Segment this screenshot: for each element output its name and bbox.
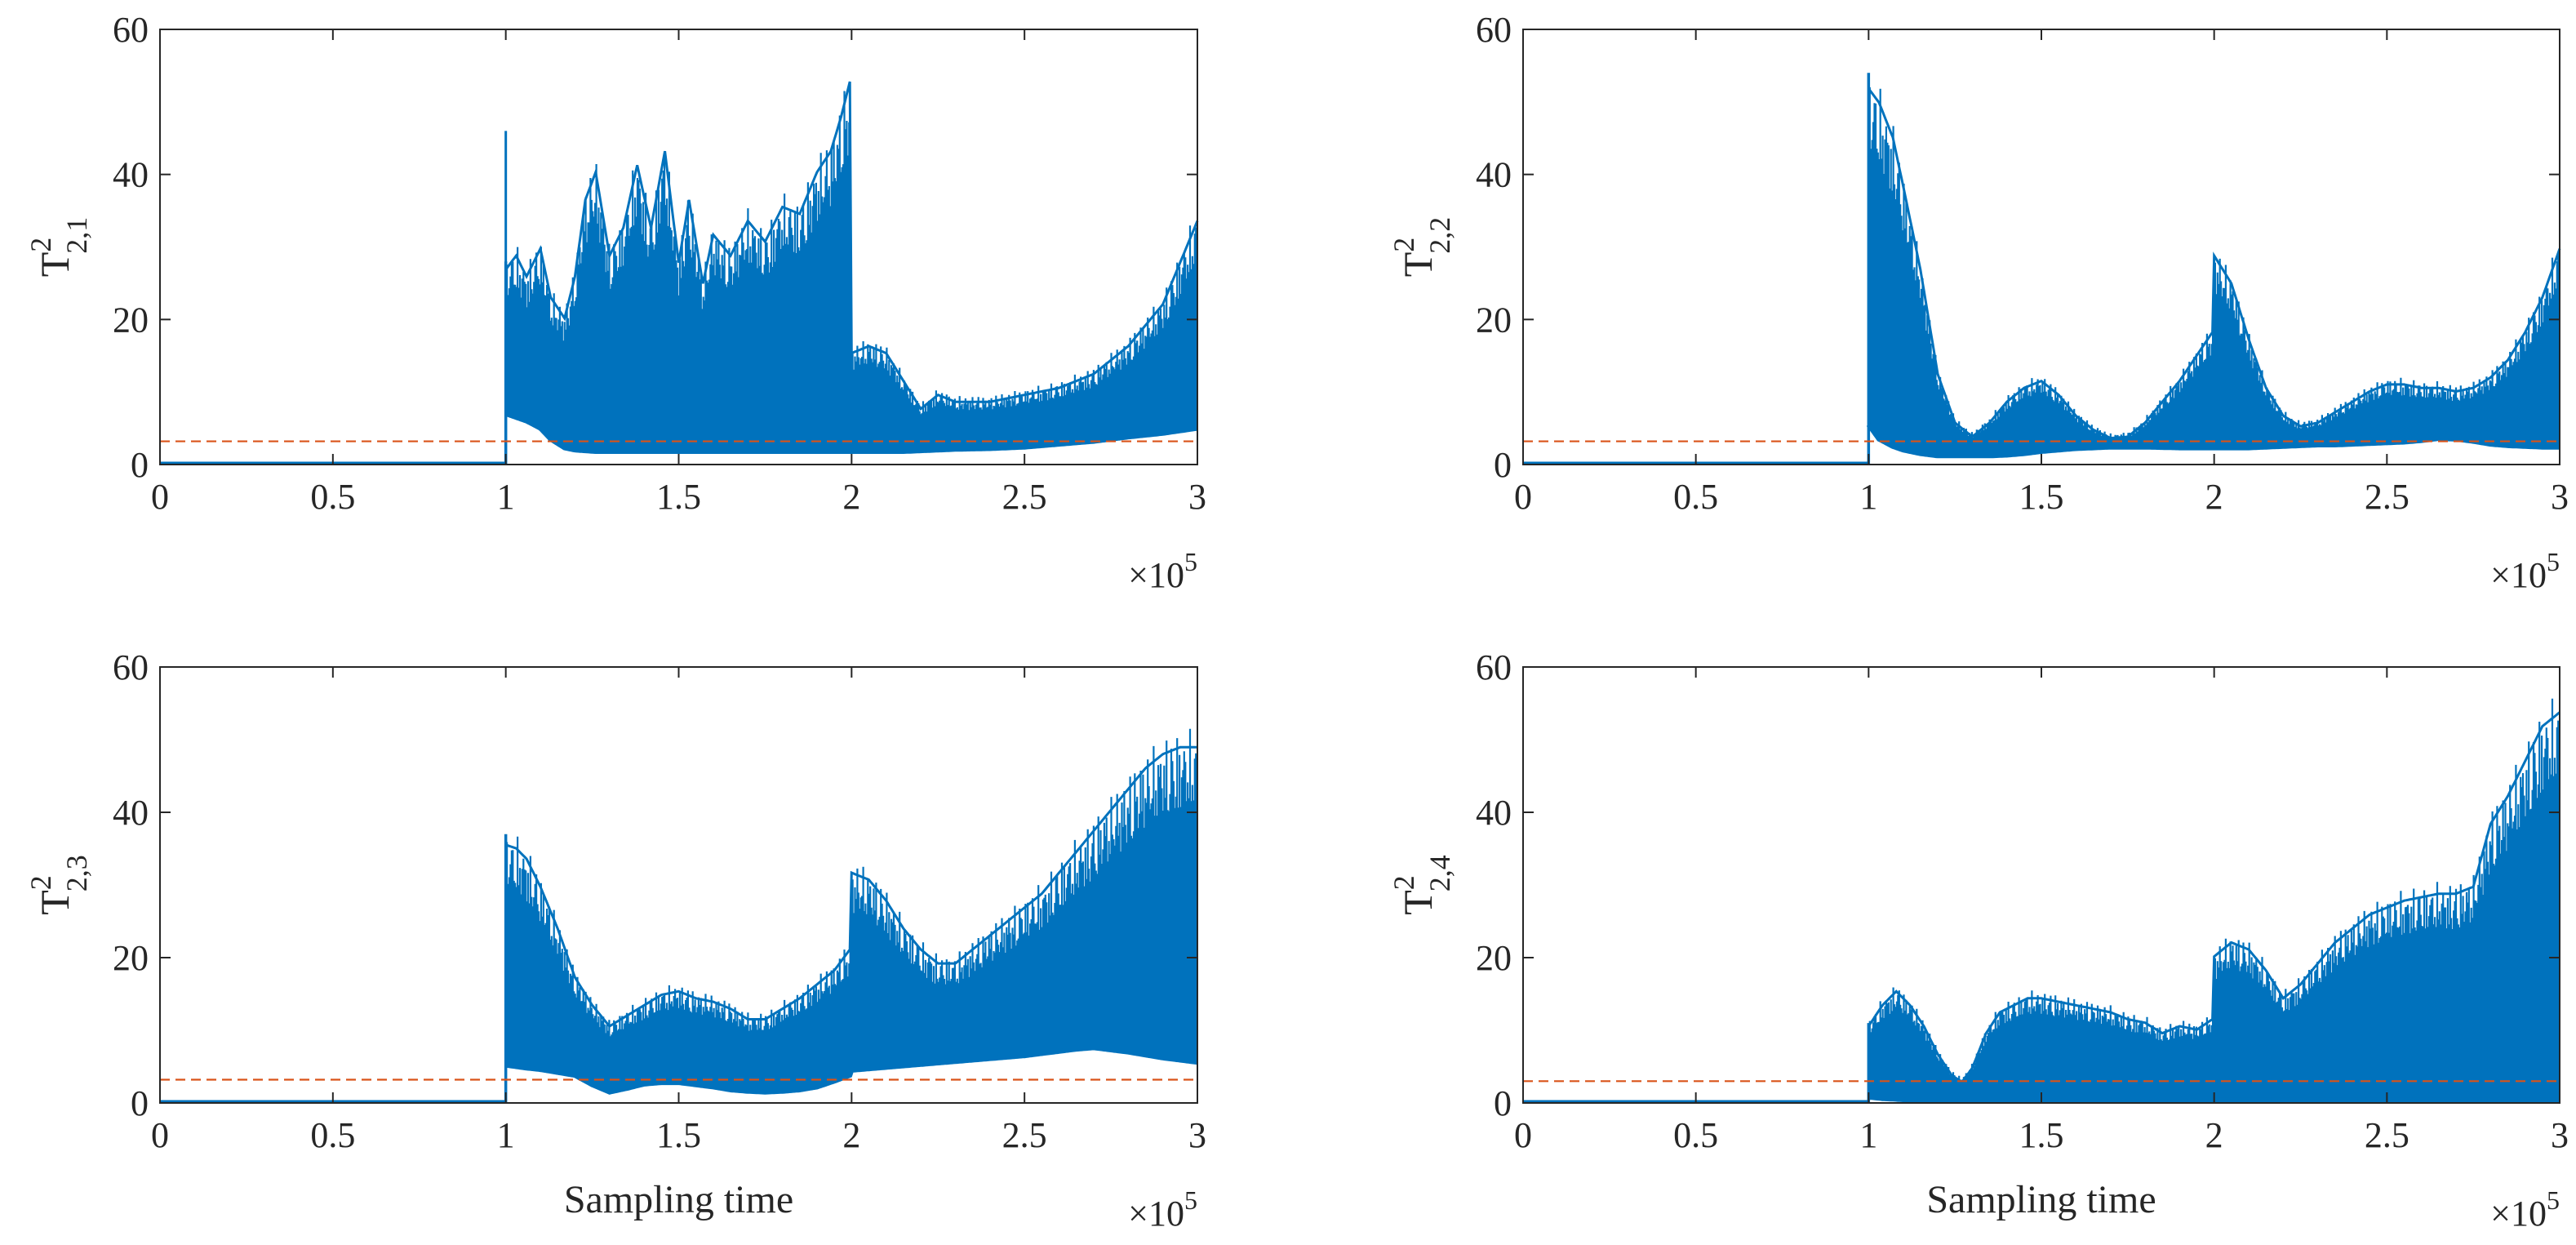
series-lower-envelope (505, 1045, 1198, 1095)
series-lower-envelope (504, 411, 1198, 454)
y-axis-label-main: T (1395, 252, 1441, 278)
plot-area (160, 81, 1199, 465)
x-tick-label: 2 (842, 477, 860, 517)
x-tick-label: 2.5 (2365, 1115, 2409, 1155)
y-axis-label-subscript: 2,4 (1423, 855, 1456, 892)
y-axis-label: T2 2,3 (24, 855, 93, 915)
x-tick-label: 1.5 (656, 477, 701, 517)
x-tick-label: 0.5 (1673, 1115, 1718, 1155)
x-tick-label: 1.5 (656, 1115, 701, 1155)
x-tick-label: 3 (2551, 477, 2569, 517)
x-tick-label: 2 (2205, 1115, 2223, 1155)
series-upper-envelope (1868, 711, 2560, 1084)
x-tick-label: 0.5 (310, 477, 355, 517)
x-multiplier-label: ×105 (2490, 547, 2560, 595)
y-tick-label: 20 (113, 300, 149, 340)
x-multiplier-label: ×105 (2490, 1185, 2560, 1234)
x-multiplier-base: ×10 (1128, 1194, 1184, 1234)
y-tick-label: 60 (1476, 647, 1512, 687)
plot-area (1523, 73, 2561, 465)
y-axis-label-superscript: 2 (24, 238, 57, 252)
plot-area (160, 728, 1198, 1104)
y-tick-label: 60 (1476, 10, 1512, 50)
x-tick-label: 2.5 (1002, 1115, 1047, 1155)
y-axis-label-subscript: 2,1 (60, 217, 93, 254)
x-multiplier-exponent: 5 (1184, 547, 1197, 576)
x-tick-label: 1 (497, 477, 515, 517)
x-multiplier-exponent: 5 (2547, 1185, 2560, 1215)
x-tick-label: 1.5 (2019, 477, 2064, 517)
x-multiplier-label: ×105 (1128, 547, 1197, 595)
plot-area (1523, 698, 2560, 1104)
series-upper-envelope (1868, 87, 2561, 440)
series-oscillation-band (1868, 698, 2560, 1101)
x-tick-label: 0 (151, 477, 169, 517)
x-tick-label: 0.5 (310, 1115, 355, 1155)
x-tick-label: 2 (2205, 477, 2223, 517)
x-multiplier-exponent: 5 (1184, 1185, 1197, 1215)
y-axis-label-main: T (32, 252, 78, 278)
x-multiplier-exponent: 5 (2547, 547, 2560, 576)
y-axis-label-main: T (1395, 890, 1441, 915)
y-tick-label: 0 (131, 445, 149, 485)
y-axis-label: T2 2,1 (24, 217, 93, 278)
y-tick-label: 40 (1476, 155, 1512, 195)
y-tick-label: 20 (1476, 938, 1512, 978)
x-tick-label: 3 (1188, 477, 1206, 517)
x-tick-label: 0 (1514, 1115, 1532, 1155)
y-tick-label: 20 (1476, 300, 1512, 340)
x-tick-label: 2.5 (2365, 477, 2409, 517)
x-multiplier-base: ×10 (2490, 555, 2547, 595)
y-tick-label: 0 (1494, 445, 1512, 485)
y-axis-label-superscript: 2 (1388, 238, 1420, 252)
y-tick-label: 0 (1494, 1083, 1512, 1123)
y-axis-label-subscript: 2,2 (1423, 217, 1456, 254)
y-axis-label-main: T (32, 890, 78, 915)
y-tick-label: 60 (113, 647, 149, 687)
x-tick-label: 1 (1859, 1115, 1877, 1155)
x-tick-label: 3 (1188, 1115, 1206, 1155)
x-multiplier-base: ×10 (2490, 1194, 2547, 1234)
y-axis-label: T2 2,2 (1388, 217, 1456, 278)
x-multiplier-label: ×105 (1128, 1185, 1197, 1234)
y-axis-label-superscript: 2 (1388, 875, 1420, 890)
y-tick-label: 40 (113, 793, 149, 833)
x-axis-label: Sampling time (1926, 1178, 2156, 1221)
x-multiplier-base: ×10 (1128, 555, 1184, 595)
series-upper-envelope (505, 745, 1197, 1028)
y-tick-label: 0 (131, 1083, 149, 1123)
x-tick-label: 1 (1859, 477, 1877, 517)
x-axis-label: Sampling time (564, 1178, 793, 1221)
x-tick-label: 0 (151, 1115, 169, 1155)
x-tick-label: 0 (1514, 477, 1532, 517)
x-tick-label: 0.5 (1673, 477, 1718, 517)
x-tick-label: 2.5 (1002, 477, 1047, 517)
y-axis-label-subscript: 2,3 (60, 855, 93, 892)
x-tick-label: 1 (497, 1115, 515, 1155)
series-lower-envelope (1866, 423, 2560, 459)
y-tick-label: 20 (113, 938, 149, 978)
y-tick-label: 40 (1476, 793, 1512, 833)
series-upper-envelope (504, 81, 1199, 411)
y-tick-label: 40 (113, 155, 149, 195)
x-tick-label: 3 (2551, 1115, 2569, 1155)
y-axis-label-superscript: 2 (24, 875, 57, 890)
x-tick-label: 2 (842, 1115, 860, 1155)
y-axis-label: T2 2,4 (1388, 855, 1456, 915)
y-tick-label: 60 (113, 10, 149, 50)
x-tick-label: 1.5 (2019, 1115, 2064, 1155)
